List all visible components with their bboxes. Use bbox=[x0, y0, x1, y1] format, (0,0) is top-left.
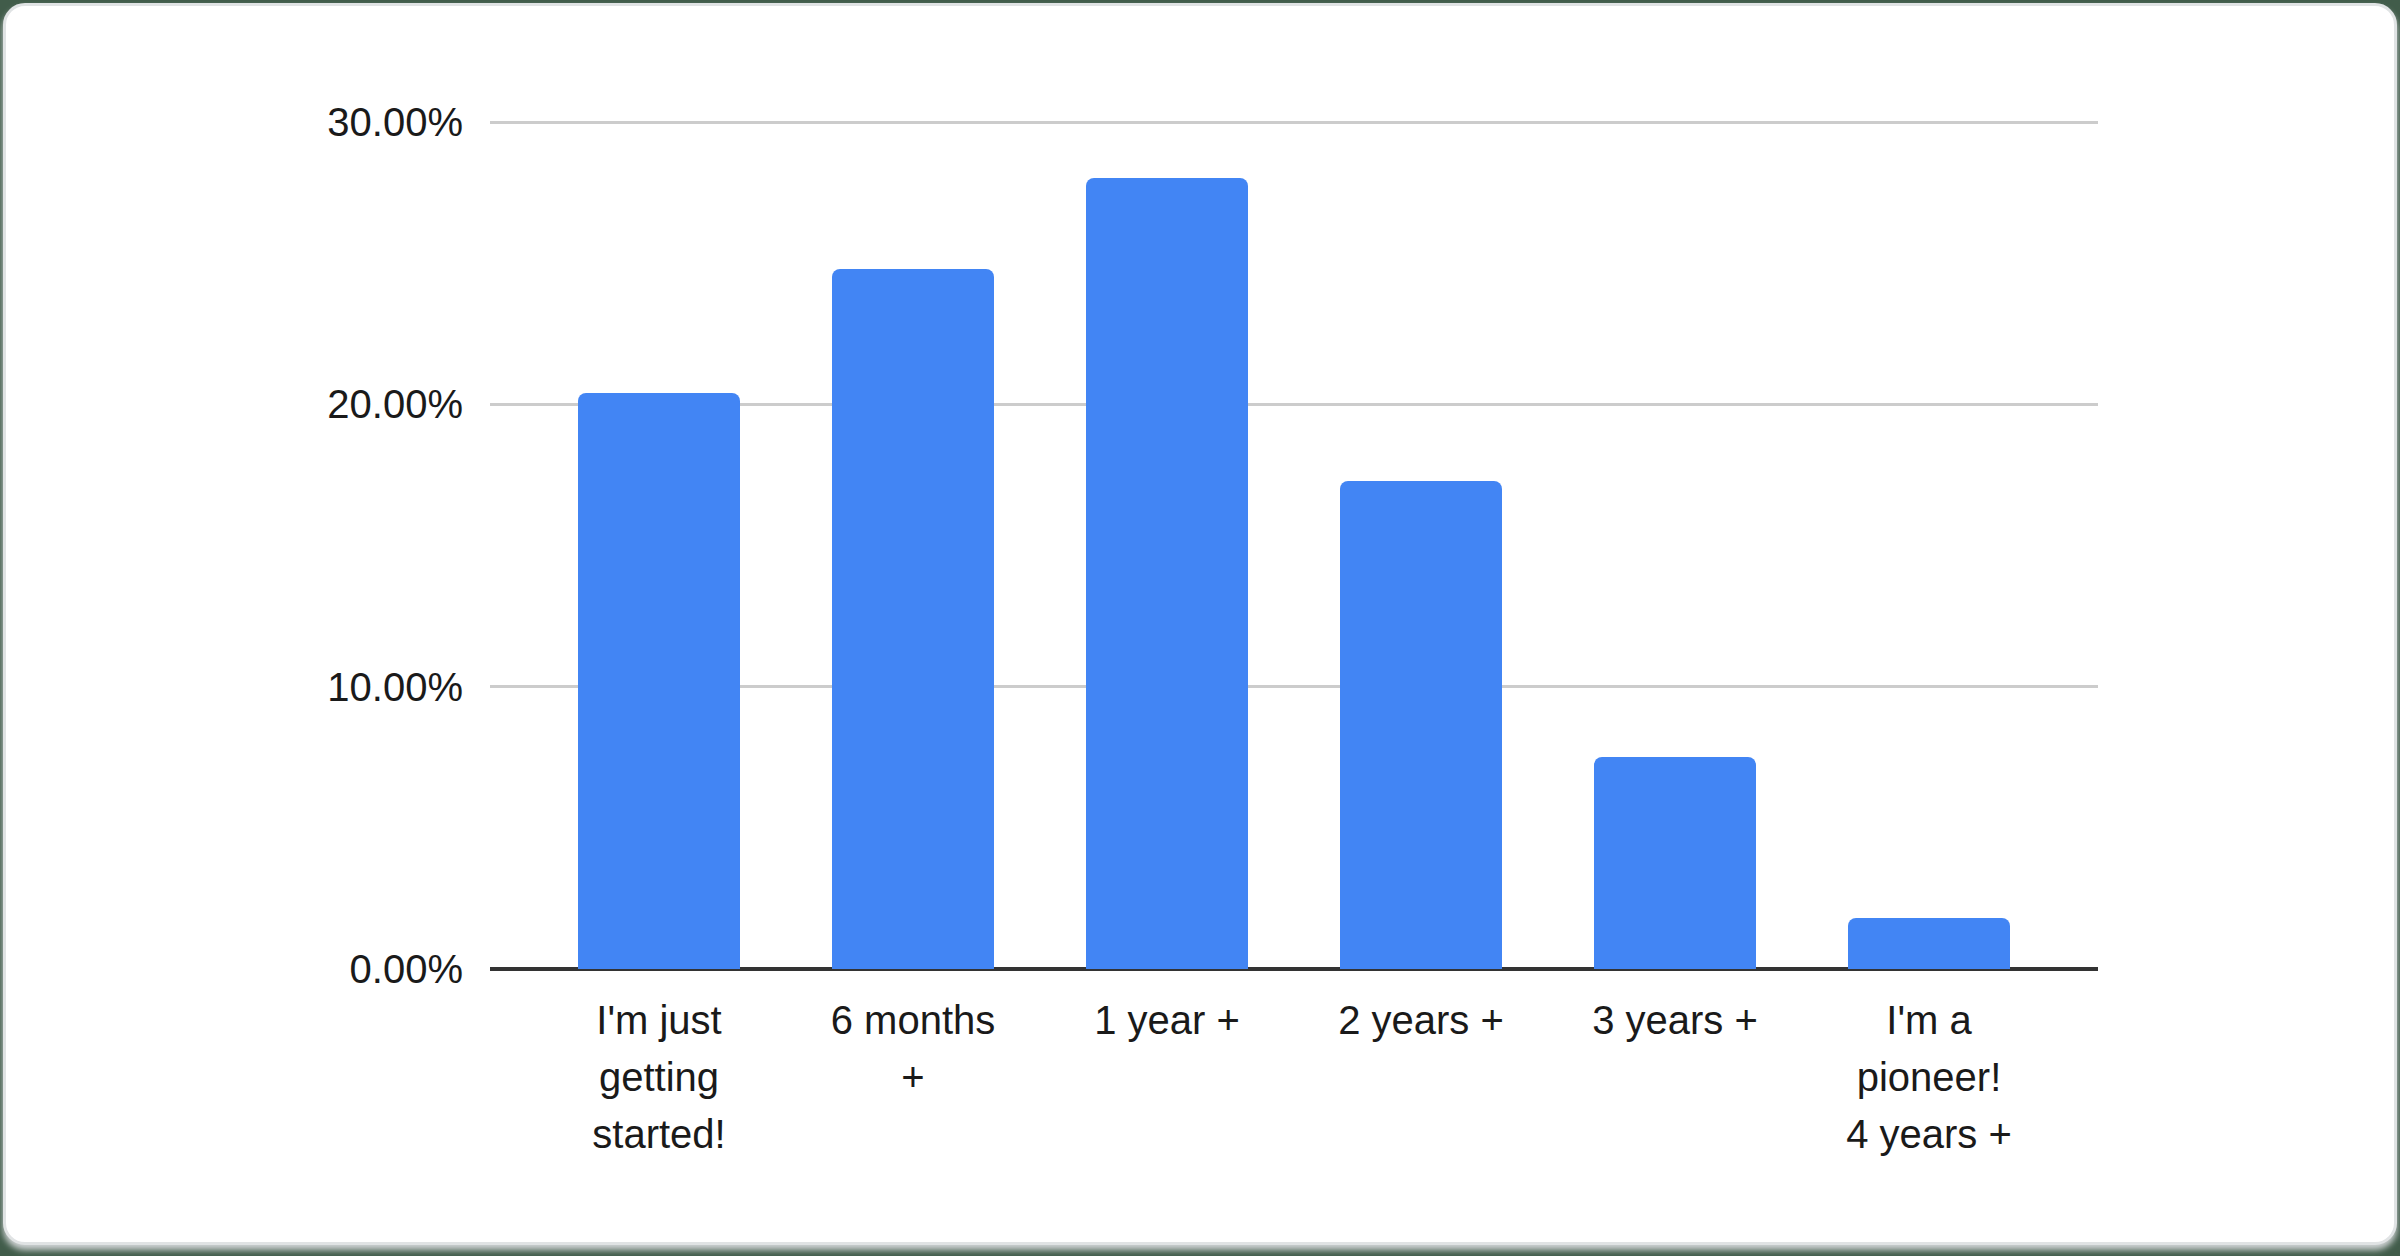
bar-band bbox=[786, 122, 1040, 969]
x-axis-category-line: I'm a bbox=[1769, 992, 2089, 1049]
bar bbox=[1848, 918, 2011, 969]
x-axis-category-line: 4 years + bbox=[1769, 1106, 2089, 1163]
chart-card: 0.00%10.00%20.00%30.00%I'm justgettingst… bbox=[0, 0, 2400, 1256]
y-axis-tick-label: 0.00% bbox=[23, 947, 463, 992]
bar-band bbox=[1548, 122, 1802, 969]
bar-series bbox=[532, 122, 2056, 969]
bar-band bbox=[532, 122, 786, 969]
bar bbox=[1340, 481, 1503, 969]
y-axis-tick-label: 30.00% bbox=[23, 100, 463, 145]
bar-band bbox=[1294, 122, 1548, 969]
bar bbox=[832, 269, 995, 969]
x-axis-category-line: started! bbox=[499, 1106, 819, 1163]
x-axis-category-line: pioneer! bbox=[1769, 1049, 2089, 1106]
bar bbox=[578, 393, 741, 969]
bar bbox=[1086, 178, 1249, 969]
bar bbox=[1594, 757, 1757, 969]
x-axis-category-line: + bbox=[753, 1049, 1073, 1106]
x-axis-category-label: I'm apioneer!4 years + bbox=[1769, 992, 2089, 1163]
bar-band bbox=[1040, 122, 1294, 969]
bar-band bbox=[1802, 122, 2056, 969]
y-axis-tick-label: 20.00% bbox=[23, 382, 463, 427]
bar-chart: 0.00%10.00%20.00%30.00%I'm justgettingst… bbox=[0, 0, 2400, 1256]
y-axis-tick-label: 10.00% bbox=[23, 664, 463, 709]
